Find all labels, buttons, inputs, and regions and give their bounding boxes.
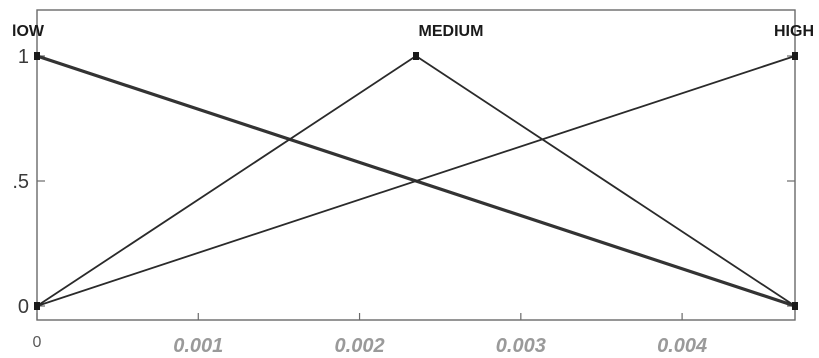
x-tick-label: 0	[33, 334, 42, 351]
series-line-high	[36, 55, 796, 307]
series-point-high	[34, 302, 40, 310]
x-tick-label: 0.002	[335, 335, 385, 357]
x-tick-label: 0.003	[496, 335, 546, 357]
series-label-medium: MEDIUM	[419, 23, 484, 40]
series-point-high	[792, 52, 798, 60]
series-point-medium	[413, 52, 419, 60]
y-tick-label: 1	[18, 46, 29, 68]
series-point-low	[34, 52, 40, 60]
plot-frame	[36, 9, 796, 321]
y-tick-label: .5	[12, 171, 29, 193]
y-tick-label: 0	[18, 296, 29, 318]
series-label-high: HIGH	[774, 23, 814, 40]
series-point-medium	[792, 302, 798, 310]
x-tick-label: 0.001	[173, 335, 223, 357]
x-tick-label: 0.004	[657, 335, 707, 357]
series-label-low: lOW	[12, 23, 45, 40]
